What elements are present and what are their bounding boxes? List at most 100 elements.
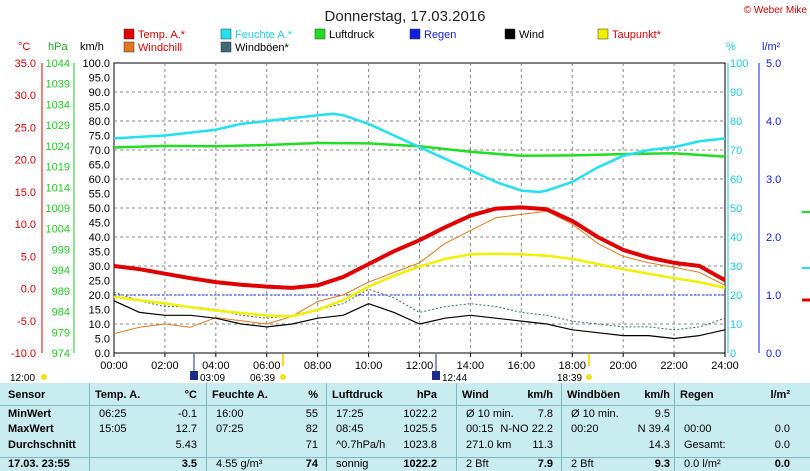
- wind-tick-label: 20.0: [89, 290, 110, 302]
- axis-unit-temp: °C: [18, 41, 30, 53]
- legend-swatch: [409, 28, 421, 40]
- series-taupunkt: [113, 252, 726, 318]
- wind-tick-label: 0.0: [95, 348, 110, 360]
- table-header-unit: °C: [184, 389, 197, 401]
- x-tick-label: 12:00: [406, 360, 434, 372]
- wind-tick-label: 90.0: [89, 87, 110, 99]
- table-header-label: Wind: [462, 389, 489, 401]
- x-tick-label: 08:00: [304, 360, 332, 372]
- table-row-label: 17.03. 23:55: [8, 458, 70, 470]
- temp-tick-label: 25.0: [15, 122, 36, 134]
- humidity-tick-label: 80: [730, 116, 742, 128]
- wind-tick-label: 60.0: [89, 174, 110, 186]
- table-cell-text: 16:00: [216, 408, 244, 420]
- table-cell-value: N 39.4: [637, 423, 670, 435]
- table-cell-value: 82: [305, 423, 318, 435]
- table-cell-value: 11.3: [532, 439, 553, 451]
- table-header-unit: km/h: [644, 389, 670, 401]
- pressure-tick-label: 994: [52, 265, 70, 277]
- x-tick-label: 24:00: [711, 360, 739, 372]
- astro-left-time: 12:00: [10, 373, 35, 383]
- table-cell-value: 1022.2: [403, 458, 437, 470]
- pressure-tick-label: 974: [52, 348, 70, 360]
- sunset-icon: [586, 374, 592, 380]
- table-cell-value: 7.8: [537, 408, 553, 420]
- table-header-label: Luftdruck: [332, 389, 383, 401]
- table-cell-text: 17:25: [336, 408, 364, 420]
- wind-tick-label: 80.0: [89, 116, 110, 128]
- table-column-divider: [456, 383, 457, 471]
- table-cell-text: 00:00: [684, 423, 712, 435]
- table-column-divider: [326, 383, 327, 471]
- table-row-divider: [0, 405, 810, 406]
- legend-label: Windböen*: [235, 42, 290, 54]
- humidity-tick-label: 0: [730, 348, 736, 360]
- humidity-tick-label: 100: [730, 58, 748, 70]
- table-cell-value: 55: [305, 408, 318, 420]
- table-cell-value: 9.3: [654, 458, 670, 470]
- temp-tick-label: 30.0: [15, 90, 36, 102]
- axis-unit-pressure: hPa: [48, 41, 68, 53]
- legend-swatch: [123, 28, 135, 40]
- series-feuchte-a: [113, 112, 726, 194]
- legend-label: Temp. A.*: [138, 29, 186, 41]
- table-cell-value: 12.7: [175, 423, 197, 435]
- pressure-tick-label: 1019: [46, 162, 70, 174]
- temp-tick-label: -10.0: [11, 348, 36, 360]
- temp-tick-label: 35.0: [15, 58, 36, 70]
- table-cell-value: 74: [305, 458, 318, 470]
- wind-tick-label: 45.0: [89, 218, 110, 230]
- wind-tick-label: 75.0: [89, 131, 110, 143]
- wind-tick-label: 70.0: [89, 145, 110, 157]
- wind-tick-label: 65.0: [89, 160, 110, 172]
- table-cell-text: Ø 10 min.: [571, 408, 619, 420]
- x-tick-label: 10:00: [355, 360, 383, 372]
- humidity-tick-label: 60: [730, 174, 742, 186]
- table-cell-value: -0.1: [178, 408, 197, 420]
- rain-tick-label: 2.0: [766, 232, 781, 244]
- sunrise-time: 06:39: [250, 373, 275, 383]
- legend-swatch: [220, 41, 232, 53]
- chart-title: Donnerstag, 17.03.2016: [325, 8, 486, 25]
- legend-label: Wind: [519, 29, 544, 41]
- table-cell-value: 9.5: [654, 408, 670, 420]
- sun-marker-icon: [41, 374, 47, 380]
- legend-label: Luftdruck: [329, 29, 375, 41]
- wind-tick-label: 40.0: [89, 232, 110, 244]
- temp-tick-label: 15.0: [15, 187, 36, 199]
- table-header-label: Temp. A.: [95, 389, 141, 401]
- wind-tick-label: 50.0: [89, 203, 110, 215]
- x-tick-label: 20:00: [609, 360, 637, 372]
- table-column-divider: [206, 383, 207, 471]
- humidity-tick-label: 70: [730, 145, 742, 157]
- humidity-tick-label: 40: [730, 232, 742, 244]
- moonset-icon: [190, 371, 198, 380]
- temp-tick-label: 20.0: [15, 155, 36, 167]
- axis-unit-humidity: %: [726, 41, 736, 53]
- temp-tick-label: 10.0: [15, 219, 36, 231]
- table-cell-value: 5.43: [175, 439, 197, 451]
- table-cell-text: 08:45: [336, 423, 364, 435]
- table-cell-value: 3.5: [181, 458, 197, 470]
- wind-tick-label: 35.0: [89, 247, 110, 259]
- weather-chart: 35.030.025.020.015.010.05.00.0-5.0-10.01…: [10, 5, 810, 384]
- pressure-tick-label: 1034: [46, 99, 70, 111]
- x-tick-label: 06:00: [253, 360, 281, 372]
- table-cell-text: 4.55 g/m³: [216, 458, 263, 470]
- x-tick-label: 04:00: [202, 360, 230, 372]
- table-cell-value: 1025.5: [403, 423, 437, 435]
- legend-label: Windchill: [138, 42, 182, 54]
- moonset-time: 03:09: [200, 373, 225, 383]
- pressure-tick-label: 1044: [46, 58, 70, 70]
- table-cell-text: 2 Bft: [466, 458, 489, 470]
- legend-swatch: [597, 28, 609, 40]
- table-cell-value: 1022.2: [403, 408, 437, 420]
- x-tick-label: 16:00: [508, 360, 536, 372]
- x-tick-label: 02:00: [151, 360, 179, 372]
- x-tick-label: 18:00: [558, 360, 586, 372]
- table-cell-text: 2 Bft: [571, 458, 594, 470]
- moonrise-time: 12:44: [442, 373, 467, 383]
- table-column-divider: [89, 383, 90, 471]
- credit-link[interactable]: © Weber Mike: [744, 5, 808, 16]
